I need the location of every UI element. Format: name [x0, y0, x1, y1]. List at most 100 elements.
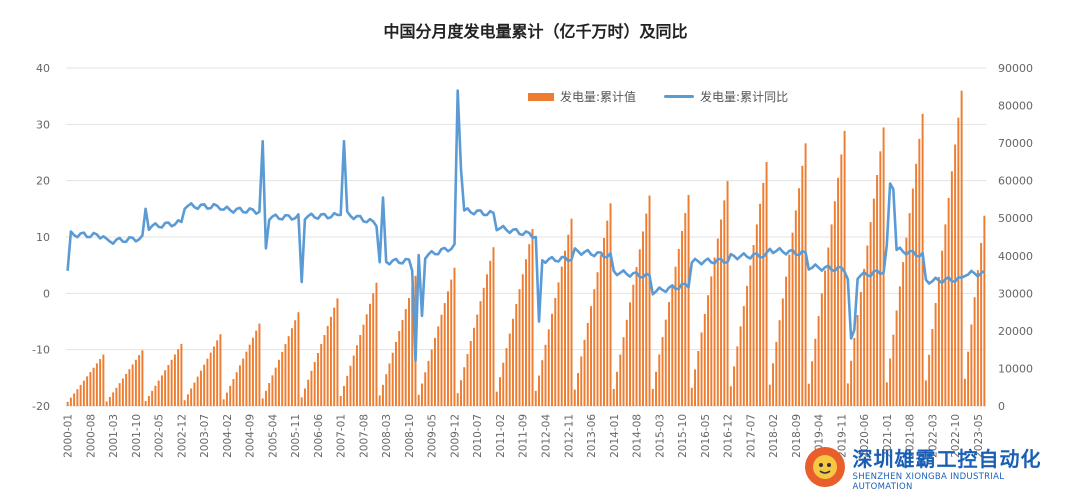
bar: [164, 370, 167, 406]
bar: [105, 401, 108, 406]
bar: [980, 242, 983, 406]
bar: [759, 203, 762, 406]
bar: [564, 250, 566, 406]
bar: [632, 284, 635, 406]
bar: [362, 324, 365, 406]
bar: [739, 326, 742, 406]
bar: [359, 335, 362, 406]
x-tick-label: 2021-01: [882, 414, 894, 458]
y-left-tick-label: -10: [32, 344, 50, 357]
y-right-tick-label: 70000: [998, 137, 1033, 150]
x-tick-label: 2014-01: [609, 414, 621, 458]
bar: [687, 194, 690, 406]
bar: [489, 260, 492, 406]
x-tick-label: 2015-03: [654, 414, 666, 458]
bar: [180, 343, 183, 406]
bar: [629, 302, 632, 406]
x-tick-label: 2020-06: [859, 414, 871, 458]
bar: [264, 390, 267, 406]
y-left-tick-label: 30: [36, 118, 50, 131]
bar: [703, 313, 706, 406]
bar: [573, 389, 576, 406]
bar: [755, 224, 758, 406]
bar: [694, 369, 697, 406]
bar: [850, 360, 853, 406]
y-right-tick-label: 40000: [998, 250, 1033, 263]
legend-item-bar[interactable]: 发电量:累计值: [528, 88, 636, 105]
bar: [924, 380, 927, 406]
bar: [765, 162, 768, 406]
bar: [115, 387, 118, 406]
x-tick-label: 2012-04: [541, 414, 553, 458]
bar: [742, 306, 745, 406]
bar: [128, 369, 131, 406]
bar: [544, 344, 547, 406]
bar: [603, 237, 605, 406]
y-right-tick-label: 60000: [998, 175, 1033, 188]
bar: [388, 363, 391, 406]
bar: [729, 386, 732, 406]
bars-layer: [66, 90, 986, 407]
legend-item-line[interactable]: 发电量:累计同比: [664, 88, 788, 105]
y-right-tick-label: 30000: [998, 287, 1033, 300]
bar: [238, 365, 241, 406]
bar: [222, 399, 225, 406]
x-tick-label: 2008-03: [381, 414, 393, 458]
bar: [437, 326, 440, 406]
y-left-tick-label: 40: [36, 62, 50, 75]
bar: [346, 375, 349, 406]
bar: [528, 244, 531, 406]
bar: [642, 231, 645, 406]
bar: [820, 293, 823, 406]
x-tick-label: 2012-11: [563, 414, 575, 458]
bar: [684, 213, 687, 406]
x-tick-label: 2010-07: [472, 414, 484, 458]
bar: [502, 362, 505, 406]
bar: [616, 371, 618, 406]
x-tick-label: 2018-02: [768, 414, 780, 458]
bar: [697, 351, 700, 406]
bar: [453, 267, 456, 406]
bar: [79, 384, 82, 406]
x-tick-label: 2019-04: [814, 414, 826, 458]
bar: [853, 337, 856, 406]
x-tick-label: 2018-09: [791, 414, 803, 458]
bar: [323, 334, 326, 406]
bar: [495, 391, 498, 406]
bar: [518, 289, 521, 406]
bar: [219, 334, 222, 406]
bar: [355, 345, 358, 406]
bar: [216, 340, 219, 406]
bar: [492, 247, 495, 406]
bar: [76, 389, 79, 406]
bar: [554, 298, 557, 406]
bar: [447, 291, 449, 406]
x-tick-label: 2011-02: [495, 414, 507, 458]
bar: [300, 397, 303, 406]
bar: [310, 370, 313, 406]
bar: [391, 352, 394, 406]
bar: [746, 285, 749, 406]
bar: [411, 286, 414, 406]
bar: [365, 314, 368, 406]
bar: [339, 396, 342, 406]
x-tick-label: 2002-12: [176, 414, 188, 458]
bar: [785, 276, 788, 406]
bar: [255, 330, 258, 406]
bar: [655, 371, 658, 406]
bar: [941, 250, 944, 406]
bar: [407, 298, 410, 406]
bar: [160, 375, 163, 406]
bar: [944, 224, 947, 406]
bar: [837, 177, 840, 406]
bar: [638, 249, 641, 406]
bar: [668, 302, 671, 406]
bar: [167, 365, 170, 406]
bar: [398, 330, 401, 406]
bar: [619, 354, 622, 406]
bar: [788, 254, 791, 406]
y-right-tick-label: 50000: [998, 212, 1033, 225]
bar: [147, 395, 150, 406]
bar: [908, 213, 911, 406]
